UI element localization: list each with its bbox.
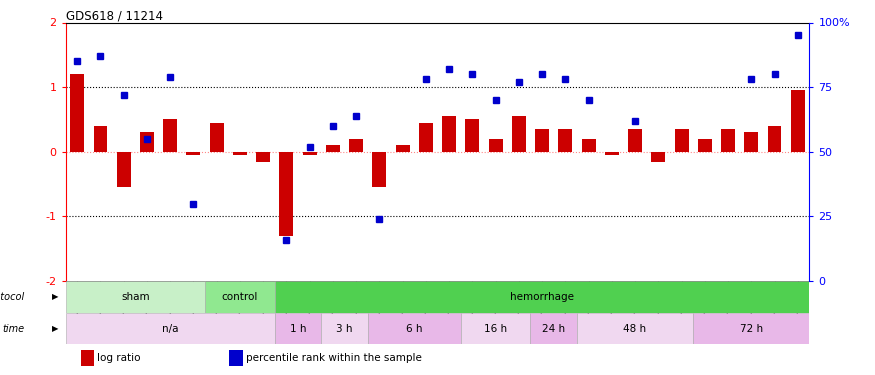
Bar	[791, 90, 805, 152]
Bar	[186, 152, 200, 155]
Bar	[349, 139, 363, 152]
Text: sham: sham	[121, 292, 150, 302]
Bar	[94, 126, 108, 152]
Text: control: control	[221, 292, 258, 302]
Text: 48 h: 48 h	[624, 324, 647, 334]
Bar	[721, 129, 735, 152]
Bar	[368, 313, 461, 344]
Text: protocol: protocol	[0, 292, 24, 302]
Bar	[698, 139, 711, 152]
Text: hemorrhage: hemorrhage	[510, 292, 574, 302]
Text: 3 h: 3 h	[336, 324, 353, 334]
Bar	[745, 132, 759, 152]
Bar	[466, 120, 480, 152]
Text: 24 h: 24 h	[542, 324, 565, 334]
Bar	[577, 313, 693, 344]
Text: ▶: ▶	[52, 324, 58, 333]
Bar	[140, 132, 154, 152]
Text: percentile rank within the sample: percentile rank within the sample	[246, 353, 422, 363]
Text: 1 h: 1 h	[290, 324, 306, 334]
Text: 6 h: 6 h	[406, 324, 423, 334]
Bar	[461, 313, 530, 344]
Bar	[558, 129, 572, 152]
Bar	[303, 152, 317, 155]
Bar	[530, 313, 577, 344]
Bar	[116, 152, 130, 188]
Bar	[373, 152, 387, 188]
Bar	[442, 116, 456, 152]
Bar	[210, 123, 224, 152]
Bar	[321, 313, 368, 344]
Bar	[628, 129, 642, 152]
Bar	[70, 74, 84, 152]
Bar	[275, 313, 321, 344]
Bar	[536, 129, 550, 152]
Bar	[651, 152, 665, 162]
Bar	[66, 313, 275, 344]
Bar	[605, 152, 619, 155]
Bar	[419, 123, 433, 152]
Bar	[326, 146, 340, 152]
Bar	[275, 281, 809, 313]
Text: n/a: n/a	[162, 324, 178, 334]
Bar	[582, 139, 596, 152]
Bar	[512, 116, 526, 152]
Bar	[279, 152, 293, 236]
Bar	[256, 152, 270, 162]
Bar	[396, 146, 410, 152]
Bar	[767, 126, 781, 152]
Text: ▶: ▶	[52, 292, 58, 302]
Bar	[164, 120, 177, 152]
Bar	[233, 152, 247, 155]
Text: 16 h: 16 h	[484, 324, 508, 334]
Bar	[205, 281, 275, 313]
Bar	[229, 350, 242, 366]
Bar	[675, 129, 689, 152]
Text: time: time	[3, 324, 24, 334]
Text: log ratio: log ratio	[97, 353, 140, 363]
Bar	[66, 281, 205, 313]
Bar	[693, 313, 809, 344]
Bar	[80, 350, 94, 366]
Text: GDS618 / 11214: GDS618 / 11214	[66, 9, 163, 22]
Text: 72 h: 72 h	[739, 324, 763, 334]
Bar	[488, 139, 502, 152]
